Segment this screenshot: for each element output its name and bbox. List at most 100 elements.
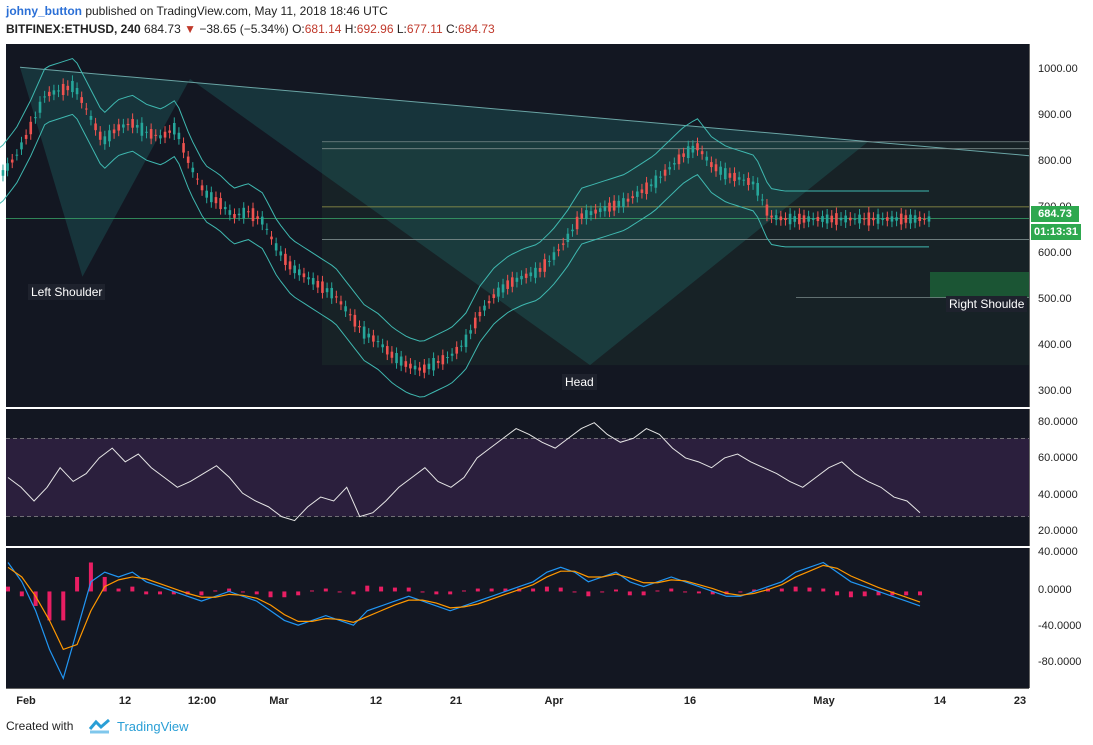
candle-body xyxy=(66,85,70,91)
x-tick-label: 14 xyxy=(933,695,947,707)
candle-body xyxy=(589,211,593,216)
macd-histogram-bar xyxy=(406,587,411,592)
x-tick-label: 16 xyxy=(683,695,697,707)
candle-body xyxy=(186,156,190,163)
candle-body xyxy=(145,131,148,133)
time-axis[interactable]: Feb 12 12:00 Mar 12 21 Apr 16 May 14 23 xyxy=(6,688,1029,711)
last-price-tag: 684.73 xyxy=(1031,206,1079,222)
macd-histogram-bar xyxy=(752,589,757,592)
macd-histogram-bar xyxy=(503,588,508,592)
candle-body xyxy=(876,214,880,224)
candle-body xyxy=(774,215,778,220)
candle-body xyxy=(594,209,597,214)
candle-body xyxy=(839,217,843,221)
macd-histogram-bar xyxy=(904,591,909,596)
candle-body xyxy=(700,151,704,155)
candle-body xyxy=(552,252,556,260)
candle-body xyxy=(751,181,755,185)
macd-histogram-bar xyxy=(710,591,715,595)
candle-body xyxy=(784,217,787,221)
candle-body xyxy=(520,275,523,280)
candle-body xyxy=(228,210,232,215)
y-tick-label: 800.00 xyxy=(1038,155,1072,167)
candle-body xyxy=(15,154,19,156)
candle-body xyxy=(543,259,546,272)
close-value: 684.73 xyxy=(458,22,495,36)
candle-body xyxy=(460,345,463,347)
candle-body xyxy=(788,213,792,225)
candle-body xyxy=(802,215,806,223)
y-tick-label: 1000.00 xyxy=(1038,63,1078,75)
candle-body xyxy=(20,142,23,150)
macd-histogram-bar xyxy=(434,591,439,595)
candle-body xyxy=(483,305,486,311)
macd-panel[interactable] xyxy=(6,548,1029,688)
y-tick-label: -80.0000 xyxy=(1038,656,1082,668)
candle-body xyxy=(640,189,644,193)
tradingview-logo-icon[interactable] xyxy=(88,717,112,735)
candle-body xyxy=(492,294,496,299)
candle-body xyxy=(223,206,227,210)
candle-body xyxy=(571,229,574,232)
macd-histogram-bar xyxy=(213,590,218,592)
candle-body xyxy=(335,296,338,298)
candle-body xyxy=(57,90,60,92)
candle-body xyxy=(413,365,417,370)
candle-body xyxy=(723,168,727,180)
candle-body xyxy=(279,251,283,256)
candle-body xyxy=(265,228,269,230)
candle-body xyxy=(80,97,83,103)
candle-body xyxy=(205,190,208,198)
candle-body xyxy=(242,207,246,219)
candle-body xyxy=(765,204,769,216)
candle-body xyxy=(163,131,167,138)
macd-histogram-bar xyxy=(116,588,121,592)
macd-histogram-bar xyxy=(158,591,162,595)
candle-body xyxy=(274,243,278,251)
bollinger-upper xyxy=(0,58,929,342)
candle-body xyxy=(214,197,218,204)
tradingview-brand-link[interactable]: TradingView xyxy=(117,719,189,734)
author-link[interactable]: johny_button xyxy=(6,4,82,18)
candle-body xyxy=(714,164,718,172)
macd-line xyxy=(7,561,921,681)
candle-body xyxy=(608,202,611,212)
candle-body xyxy=(219,198,222,210)
rsi-scale[interactable]: 80.0000 60.0000 40.0000 20.0000 xyxy=(1029,409,1088,546)
macd-histogram-bar xyxy=(862,591,867,597)
head-box xyxy=(322,141,1029,366)
candle-body xyxy=(191,167,195,173)
candle-body xyxy=(390,351,394,358)
candle-body xyxy=(677,154,681,165)
macd-histogram-bar xyxy=(240,591,245,593)
x-tick-label: Feb xyxy=(16,695,36,707)
candle-body xyxy=(85,108,88,110)
x-tick-label: 12 xyxy=(118,695,132,707)
macd-histogram-bar xyxy=(392,587,397,592)
candle-body xyxy=(603,206,607,212)
candle-body xyxy=(154,134,158,136)
change-value: −38.65 (−5.34%) xyxy=(199,22,289,36)
macd-histogram-bar xyxy=(890,591,895,596)
candle-body xyxy=(270,236,273,240)
high-value: 692.96 xyxy=(356,22,394,36)
candle-body xyxy=(811,218,815,220)
candle-body xyxy=(409,363,412,369)
candle-body xyxy=(172,122,176,135)
x-tick-label: 23 xyxy=(1013,695,1027,707)
candle-body xyxy=(835,213,838,225)
rsi-line xyxy=(7,422,921,522)
candle-body xyxy=(534,267,537,278)
candle-body xyxy=(487,300,491,304)
candle-body xyxy=(821,216,824,222)
candle-body xyxy=(566,233,570,243)
candle-body xyxy=(399,356,403,366)
macd-histogram-bar xyxy=(572,591,577,593)
macd-scale[interactable]: 40.0000 0.0000 -40.0000 -80.0000 xyxy=(1029,546,1088,688)
candle-body xyxy=(617,200,621,208)
candle-body xyxy=(427,363,431,370)
candle-body xyxy=(858,214,861,224)
candle-body xyxy=(288,261,292,270)
candle-body xyxy=(196,178,199,180)
candle-body xyxy=(71,80,74,93)
